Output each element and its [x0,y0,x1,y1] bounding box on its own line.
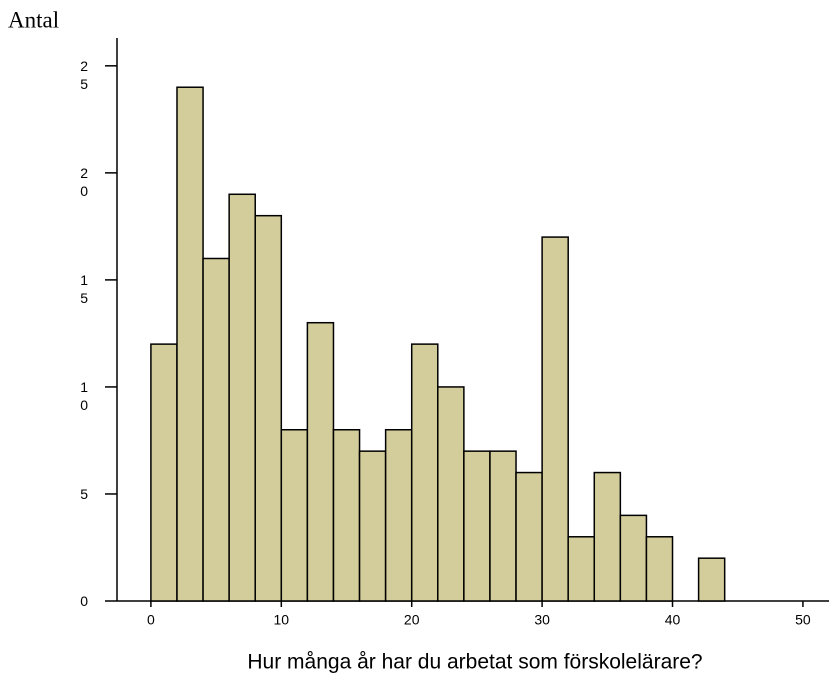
bar [645,536,674,602]
y-tick-label: 10 [80,378,88,413]
bar [228,193,256,602]
x-tick-label: 40 [665,612,681,628]
x-tick-label: 10 [274,612,290,628]
y-tick-label: 15 [80,271,88,306]
bar [358,450,387,602]
x-tick-label: 0 [147,612,155,628]
bar [619,514,648,602]
y-tick-label: 20 [80,164,88,199]
bar [150,343,178,602]
bar [593,471,622,602]
bar [202,257,230,602]
bar [463,450,491,602]
bar [332,428,361,602]
bar [697,557,726,602]
y-tick-label: 5 [80,485,88,502]
y-axis-label: Antal [8,7,59,32]
y-tick-label: 25 [80,57,88,92]
bar [489,450,517,602]
x-tick-label: 20 [404,612,420,628]
y-tick-label: 0 [80,593,88,609]
x-tick-label: 50 [795,612,811,628]
bar [437,386,465,602]
bar [176,86,204,602]
bar [384,428,413,602]
bar [541,236,569,602]
bar [567,536,596,602]
x-tick-label: 30 [534,612,550,628]
x-axis-label: Hur många år har du arbetat som förskole… [247,651,702,674]
bar [410,343,439,602]
bar [306,321,335,602]
bar [280,428,309,602]
bar [515,471,543,602]
bar [254,214,283,602]
